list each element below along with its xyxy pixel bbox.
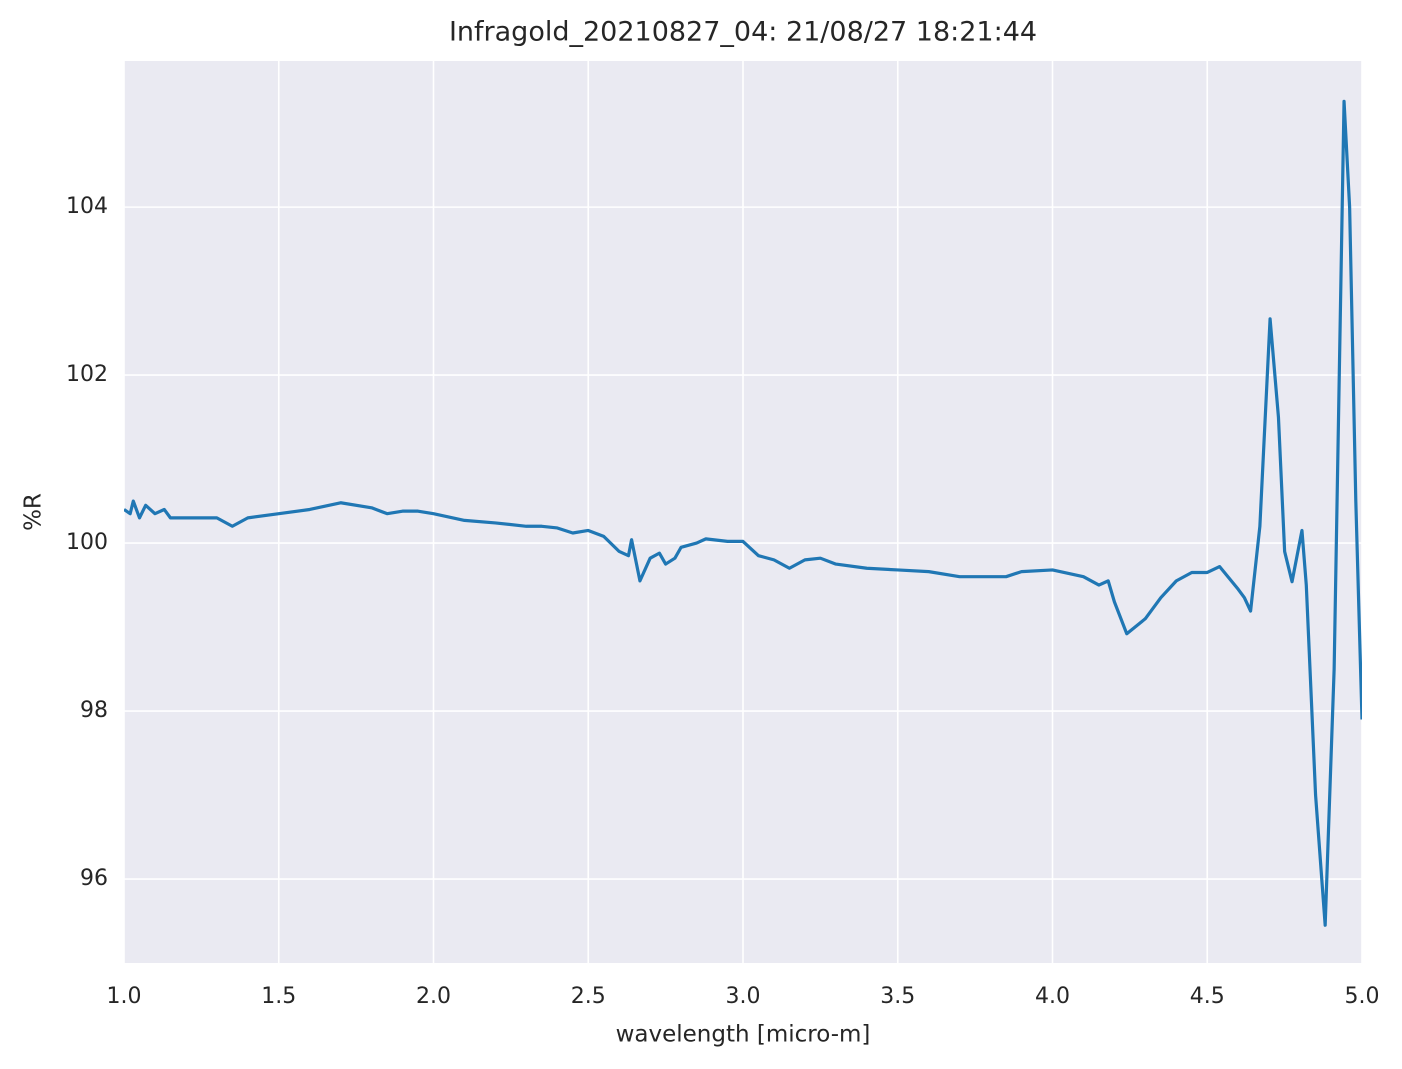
x-tick-label: 3.0 — [726, 984, 761, 1009]
x-tick-label: 4.0 — [1035, 984, 1070, 1009]
x-tick-label: 1.0 — [107, 984, 142, 1009]
y-axis-label: %R — [21, 493, 47, 531]
data-line — [124, 99, 1362, 927]
y-tick-label: 100 — [66, 530, 108, 555]
x-tick-label: 2.5 — [571, 984, 606, 1009]
x-axis-label: wavelength [micro-m] — [616, 1022, 871, 1048]
chart-title: Infragold_20210827_04: 21/08/27 18:21:44 — [449, 17, 1037, 48]
grid — [123, 61, 1363, 963]
y-tick-label: 104 — [66, 194, 108, 219]
x-tick-label: 3.5 — [880, 984, 915, 1009]
x-tick-label: 2.0 — [416, 984, 451, 1009]
marks — [124, 99, 1362, 927]
x-tick-label: 1.5 — [261, 984, 296, 1009]
y-tick-label: 96 — [80, 866, 108, 891]
x-tick-label: 5.0 — [1345, 984, 1380, 1009]
y-tick-label: 102 — [66, 362, 108, 387]
y-tick-label: 98 — [80, 698, 108, 723]
x-tick-label: 4.5 — [1190, 984, 1225, 1009]
